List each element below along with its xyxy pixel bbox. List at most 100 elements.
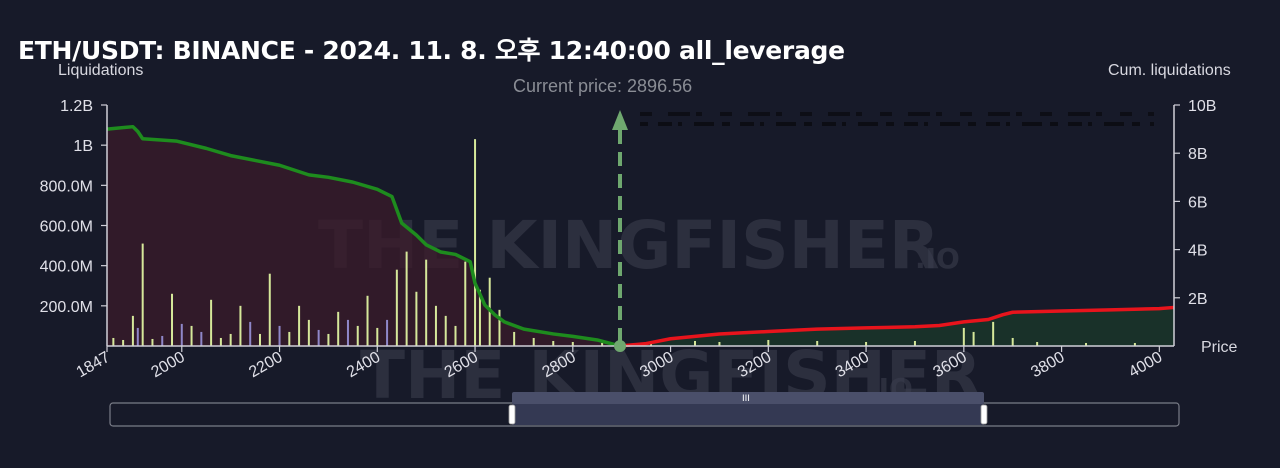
liquidation-bar [434, 305, 437, 346]
liquidation-bar [317, 329, 320, 346]
cum-lines [106, 124, 1175, 348]
liquidation-bar [180, 323, 183, 346]
x-tick-label: 4000 [1126, 349, 1165, 382]
right-axis-label: Cum. liquidations [1108, 62, 1231, 79]
liquidation-bar [992, 321, 995, 346]
liquidation-bar [141, 243, 144, 346]
x-tick-label: 3800 [1028, 349, 1067, 382]
current-price-dot [614, 340, 627, 352]
liquidation-bar [865, 341, 868, 346]
liquidation-bar [601, 342, 604, 346]
liquidation-bar [454, 325, 457, 346]
watermark-suffix: .IO [915, 242, 960, 275]
liquidation-bar [718, 341, 721, 346]
liquidation-bar [395, 269, 398, 346]
liquidation-bar [278, 325, 281, 346]
cum-line-long [106, 124, 621, 348]
liquidation-bar [415, 291, 418, 346]
liquidation-bar [464, 261, 467, 346]
liquidation-bar [327, 333, 330, 346]
y-tick-label: 600.0M [40, 219, 93, 236]
y2-tick-label: 2B [1188, 291, 1208, 308]
liquidation-bar [767, 339, 770, 346]
liquidation-bar [972, 331, 975, 346]
range-slider-top-bar[interactable] [512, 392, 984, 404]
liquidation-bar [425, 259, 428, 346]
liquidation-bar [1085, 342, 1088, 346]
liquidation-bar [337, 311, 340, 346]
liquidation-bar [200, 331, 203, 346]
liquidation-bars [112, 139, 1136, 346]
liquidation-bar [161, 335, 164, 346]
range-slider-left-handle[interactable] [508, 404, 516, 425]
cum-fill-areas [107, 126, 1174, 346]
range-slider-grip-icon[interactable]: III [742, 394, 750, 404]
liquidation-bar [136, 327, 139, 346]
left-axis-label: Liquidations [58, 62, 144, 79]
liquidation-bar [229, 333, 232, 346]
liquidation-bar [913, 340, 916, 346]
liquidation-bar [356, 325, 359, 346]
liquidation-bar [386, 319, 389, 346]
x-tick-label: 2000 [148, 349, 187, 382]
liquidation-bar [532, 337, 535, 346]
liquidation-bar [288, 331, 291, 346]
liquidation-bar [478, 289, 481, 346]
y2-tick-label: 8B [1188, 146, 1208, 163]
liquidation-bar [131, 315, 134, 346]
y-tick-label: 200.0M [40, 299, 93, 316]
liquidation-bar [405, 251, 408, 346]
x-tick-label: 2200 [246, 349, 285, 382]
liquidation-bar [258, 333, 261, 346]
range-slider[interactable]: III [109, 392, 1180, 427]
current-price-arrow-icon [612, 110, 629, 130]
y-tick-label: 800.0M [40, 178, 93, 195]
current-price-label: Current price: 2896.56 [513, 76, 693, 96]
cum-fill-short [620, 307, 1174, 346]
range-slider-right-handle[interactable] [980, 404, 988, 425]
liquidation-bar [1011, 337, 1014, 346]
liquidation-bar [249, 321, 252, 346]
liquidation-bar [298, 305, 301, 346]
liquidation-bar [962, 327, 965, 346]
legend-strip [640, 112, 1154, 126]
liquidation-bar [190, 325, 193, 346]
liquidation-bar [513, 331, 516, 346]
liquidation-bar [498, 309, 501, 346]
liquidation-bar [816, 340, 819, 346]
liquidation-bar [571, 341, 574, 346]
cum-line-short [619, 305, 1175, 348]
y-tick-label: 1B [73, 138, 93, 155]
liquidation-bar [112, 337, 115, 346]
chart-title: ETH/USDT: BINANCE - 2024. 11. 8. 오후 12:4… [18, 36, 845, 65]
liquidation-bar [171, 293, 174, 346]
liquidation-bar [1133, 342, 1136, 346]
liquidation-bar [219, 337, 222, 346]
liquidation-bar [268, 273, 271, 346]
liquidation-bar [151, 338, 154, 346]
y2-tick-label: 10B [1188, 98, 1216, 115]
y2-tick-label: 6B [1188, 194, 1208, 211]
range-slider-window[interactable] [512, 404, 984, 425]
price-axis-label: Price [1201, 339, 1238, 356]
liquidation-bar [444, 315, 447, 346]
y2-tick-label: 4B [1188, 243, 1208, 260]
liquidation-bar [376, 327, 379, 346]
liquidation-bar [307, 319, 310, 346]
liquidation-bar [1036, 341, 1039, 346]
liquidation-bar [474, 139, 477, 346]
cum-fill-long [107, 126, 621, 346]
liquidation-bar [210, 299, 213, 346]
current-price-marker [612, 110, 629, 352]
y-tick-label: 1.2B [60, 98, 93, 115]
liquidation-bar [552, 340, 555, 346]
x-tick-label: 1847 [74, 349, 113, 382]
liquidation-bar [239, 305, 242, 346]
liquidation-bar [693, 340, 696, 346]
liquidation-bar [346, 319, 349, 346]
liquidation-bar [366, 295, 369, 346]
liquidation-bar [122, 339, 125, 346]
y-tick-label: 400.0M [40, 259, 93, 276]
